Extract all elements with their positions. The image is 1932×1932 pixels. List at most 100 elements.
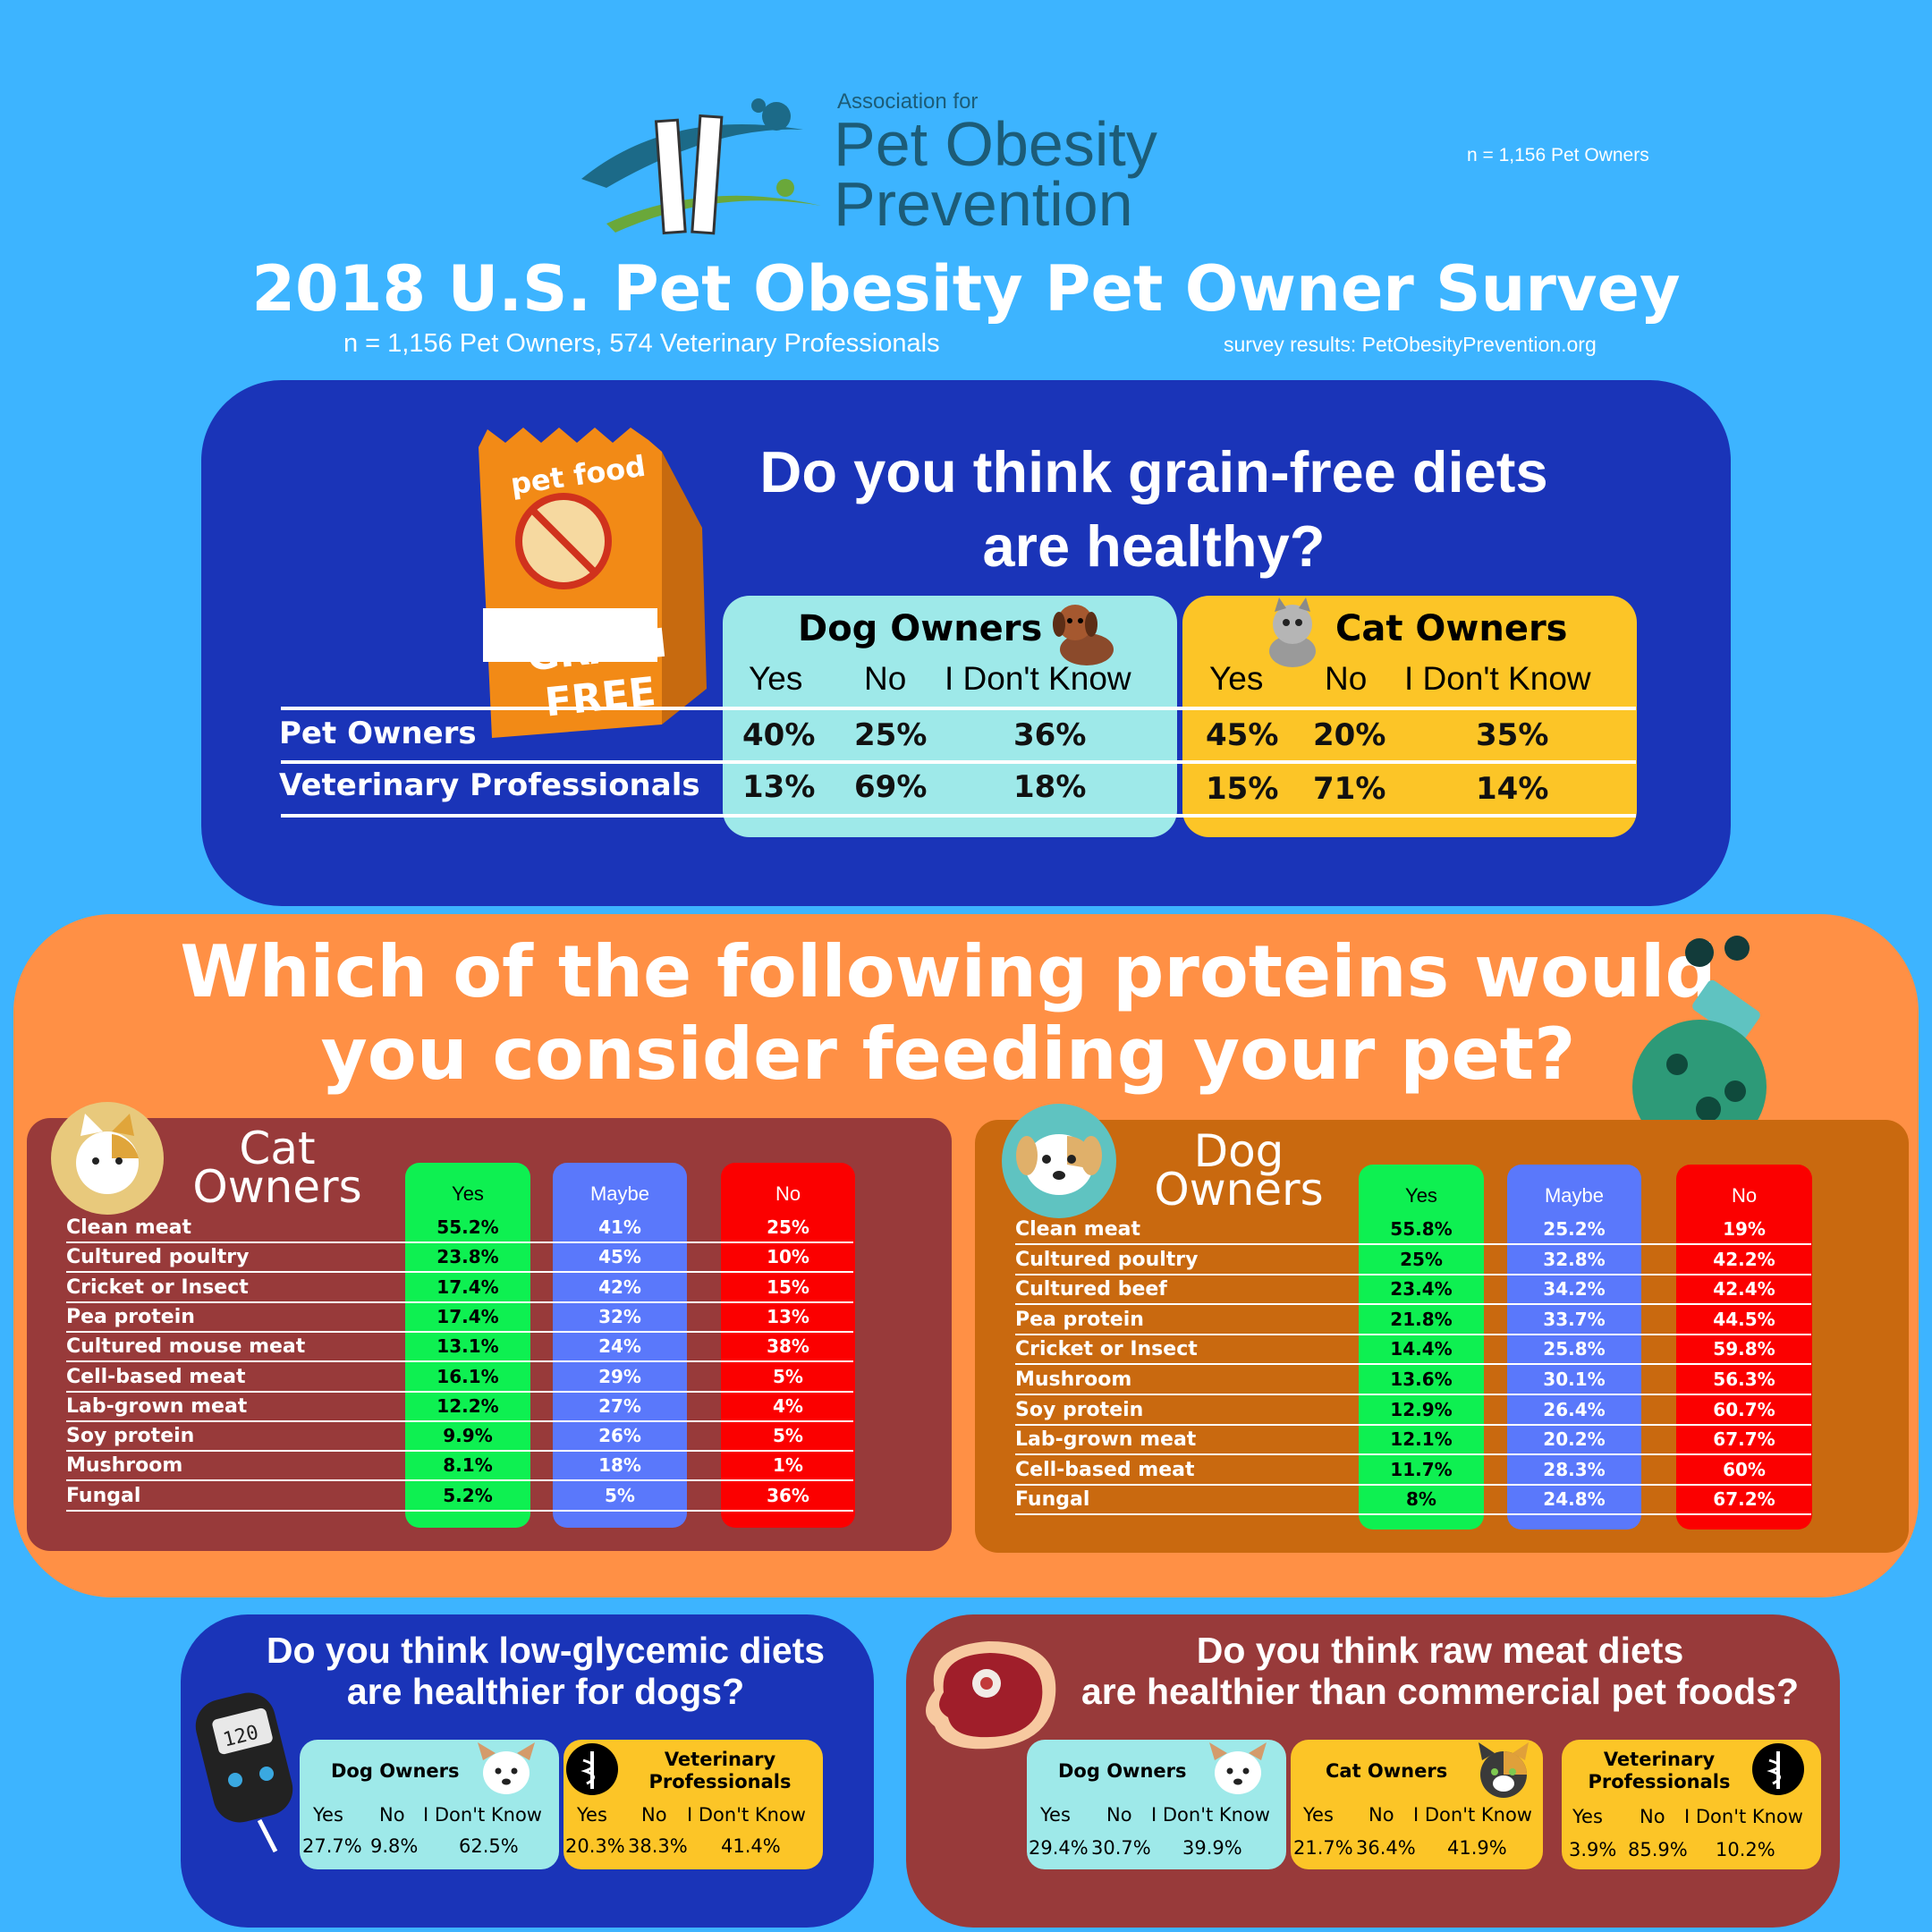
row-divider [66,1330,853,1333]
protein-yes-value: 23.4% [1390,1278,1453,1301]
protein-no-value: 67.2% [1713,1488,1775,1511]
glycemic-dog-yes: 27.7% [302,1835,362,1857]
glycemic-dog-no-header: No [379,1804,405,1826]
glycemic-question-line2: are healthier for dogs? [346,1671,745,1712]
protein-yes-value: 55.8% [1390,1218,1453,1240]
protein-yes-value: 14.4% [1390,1338,1453,1360]
protein-maybe-value: 34.2% [1543,1278,1606,1301]
raw-cat-no: 36.4% [1356,1837,1416,1859]
protein-yes-value: 16.1% [436,1365,499,1387]
protein-no-value: 19% [1723,1218,1766,1240]
cat-owners-heading-l1: Cat [239,1123,316,1174]
glucose-meter-icon: 120 [195,1692,293,1853]
cat-vet-yes: 15% [1206,771,1279,807]
glycemic-vet-idk: 41.4% [721,1835,781,1857]
protein-name: Fungal [66,1484,141,1507]
glycemic-vet-no: 38.3% [628,1835,688,1857]
raw-vet-idk: 10.2% [1716,1839,1775,1860]
row-divider [1015,1273,1811,1275]
dog-vet-idk: 18% [1013,769,1087,805]
protein-name: Fungal [1015,1488,1090,1512]
row-divider [1015,1423,1811,1426]
logo: Association for Pet Obesity Prevention [580,89,1206,242]
protein-yes-value: 55.2% [436,1216,499,1238]
raw-dog-title: Dog Owners [1058,1760,1187,1782]
row-divider [66,1241,853,1243]
protein-name: Cultured mouse meat [66,1335,306,1359]
protein-yes-value: 12.2% [436,1394,499,1417]
protein-no-value: 60% [1723,1458,1766,1480]
protein-name: Mushroom [66,1454,183,1478]
protein-name: Mushroom [1015,1368,1132,1391]
raw-dog-yes-header: Yes [1040,1804,1071,1826]
protein-name: Cultured beef [1015,1278,1167,1301]
protein-name: Cricket or Insect [66,1275,249,1299]
protein-maybe-value: 42% [598,1275,641,1298]
raw-vet-idk-header: I Don't Know [1684,1806,1803,1827]
vet-caduceus-icon [1752,1743,1804,1795]
raw-cat-yes-header: Yes [1303,1804,1334,1826]
cat-owners-heading-l2: Owners [192,1161,362,1213]
dog-maybe-header: Maybe [1544,1184,1605,1207]
raw-vet-no-header: No [1640,1806,1665,1827]
cat-owners-title: Cat Owners [1335,608,1568,649]
protein-name: Cultured poultry [1015,1248,1199,1271]
dog-face-icon [1002,1104,1116,1218]
raw-dog-no: 30.7% [1091,1837,1151,1859]
protein-maybe-value: 5% [605,1484,635,1506]
protein-maybe-value: 33.7% [1543,1308,1606,1330]
protein-name: Lab-grown meat [66,1394,248,1418]
raw-cat-no-header: No [1368,1804,1394,1826]
sample-size: n = 1,156 Pet Owners, 574 Veterinary Pro… [343,329,940,358]
protein-no-value: 38% [767,1335,809,1358]
dog-yes-column [1359,1165,1484,1530]
protein-no-value: 4% [773,1394,803,1417]
protein-yes-value: 8.1% [443,1454,493,1477]
protein-name: Cell-based meat [1015,1458,1195,1481]
protein-maybe-value: 32% [598,1305,641,1327]
protein-maybe-value: 20.2% [1543,1428,1606,1451]
glycemic-vet-title-l1: Veterinary [664,1749,776,1770]
dog-no-column [1676,1165,1812,1530]
raw-question-line2: are healthier than commercial pet foods? [1081,1671,1799,1712]
protein-no-value: 1% [773,1454,803,1477]
table-divider [281,707,1636,710]
cat-vet-idk: 14% [1476,771,1549,807]
dog-vet-yes: 13% [742,769,816,805]
cat-no-header: No [1325,660,1368,697]
protein-no-value: 5% [773,1365,803,1387]
dog-yes-header: Yes [749,660,803,697]
raw-vet-title-l1: Veterinary [1603,1749,1716,1770]
cat-no-header: No [775,1182,801,1205]
raw-dog-idk-header: I Don't Know [1151,1804,1270,1826]
protein-maybe-value: 27% [598,1394,641,1417]
protein-maybe-value: 29% [598,1365,641,1387]
glycemic-vet-yes: 20.3% [565,1835,625,1857]
dog-pet-idk: 36% [1013,717,1087,753]
cat-maybe-header: Maybe [589,1182,650,1205]
protein-maybe-value: 18% [598,1454,641,1477]
cat-yes-header: Yes [452,1182,484,1205]
table-divider [281,814,1636,818]
cat-face-icon [51,1102,164,1215]
dog-no-header: No [1731,1184,1758,1207]
protein-yes-value: 13.1% [436,1335,499,1358]
protein-name: Cricket or Insect [1015,1338,1198,1361]
dog-owners-heading-l2: Owners [1154,1164,1324,1216]
dog-owners-heading-l1: Dog [1193,1125,1284,1177]
cat-idk-header: I Don't Know [1404,660,1591,697]
page-title: 2018 U.S. Pet Obesity Pet Owner Survey [251,252,1681,326]
row-divider [66,1360,853,1363]
row-divider [66,1509,853,1512]
logo-line2: Prevention [834,169,1133,239]
row-divider [66,1390,853,1393]
dog-pet-yes: 40% [742,717,816,753]
row-divider [1015,1333,1811,1335]
protein-maybe-value: 24% [598,1335,641,1358]
protein-maybe-value: 24.8% [1543,1488,1606,1511]
protein-name: Soy protein [66,1425,195,1448]
row-divider [1015,1243,1811,1245]
protein-no-value: 13% [767,1305,809,1327]
protein-maybe-value: 25.8% [1543,1338,1606,1360]
protein-maybe-value: 45% [598,1246,641,1268]
